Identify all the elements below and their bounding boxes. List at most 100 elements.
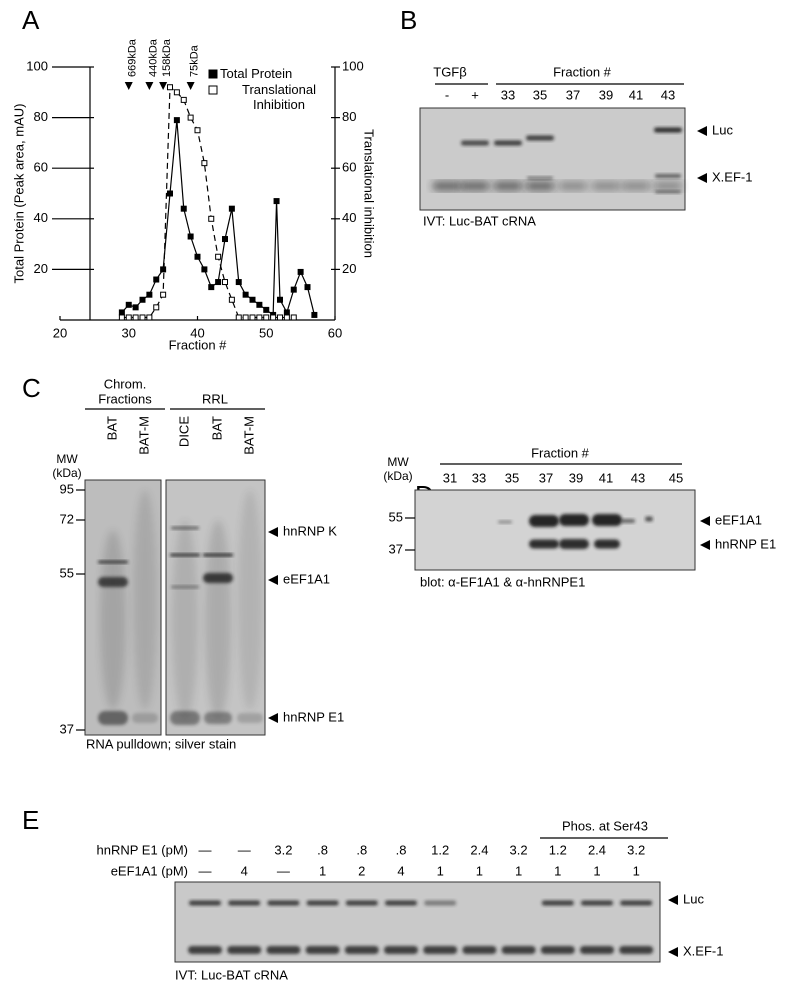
data-point xyxy=(153,304,160,311)
data-point xyxy=(242,314,249,321)
lane-label: 41 xyxy=(599,470,613,485)
band xyxy=(621,519,635,523)
cell: 3.2 xyxy=(510,842,528,857)
legend-marker xyxy=(208,69,218,79)
data-point xyxy=(173,89,180,96)
data-point xyxy=(118,314,125,321)
band-label: Luc xyxy=(683,891,704,906)
caption: blot: α-EF1A1 & α-hnRNPE1 xyxy=(420,574,585,589)
data-point xyxy=(277,296,283,303)
data-point xyxy=(215,253,222,260)
panel-label: E xyxy=(22,805,39,835)
y-tick-label: 20 xyxy=(34,261,48,276)
group-label: Fraction # xyxy=(553,64,612,79)
data-point xyxy=(146,314,153,321)
x-tick-label: 20 xyxy=(53,325,67,340)
lane-label: 33 xyxy=(472,470,486,485)
cell: .8 xyxy=(317,842,328,857)
y-tick-label: 80 xyxy=(34,109,48,124)
band-label: hnRNP E1 xyxy=(283,709,344,724)
data-point xyxy=(173,117,180,124)
cell: 1 xyxy=(319,863,326,878)
y-axis-label: Total Protein (Peak area, mAU) xyxy=(11,104,26,284)
band-label: hnRNP E1 xyxy=(715,536,776,551)
band xyxy=(655,174,681,178)
cell: — xyxy=(238,842,251,857)
x-tick-label: 50 xyxy=(259,325,273,340)
cell: 1 xyxy=(476,863,483,878)
band xyxy=(498,520,512,524)
band xyxy=(132,713,158,723)
data-point xyxy=(139,296,146,303)
band-label: Luc xyxy=(712,122,733,137)
data-point xyxy=(167,190,173,197)
data-point xyxy=(160,266,167,273)
size-marker-label: 158kDa xyxy=(161,38,173,77)
group-label: RRL xyxy=(202,391,228,406)
band xyxy=(344,946,379,954)
size-marker xyxy=(145,82,154,90)
band xyxy=(529,539,559,549)
cell: 4 xyxy=(397,863,404,878)
band xyxy=(172,520,198,720)
lane-label: BAT xyxy=(104,416,119,440)
band xyxy=(541,900,574,906)
band xyxy=(645,516,653,522)
band xyxy=(494,140,522,146)
lane-label: 45 xyxy=(669,470,683,485)
band xyxy=(238,490,262,710)
panel-label: A xyxy=(22,5,40,35)
data-point xyxy=(242,291,249,298)
band xyxy=(189,900,221,906)
size-marker-label: 75kDa xyxy=(189,44,201,77)
data-point xyxy=(290,286,297,293)
band xyxy=(559,539,589,549)
cell: 3.2 xyxy=(274,842,292,857)
mw-label: MW xyxy=(56,452,78,466)
band xyxy=(133,490,157,710)
group-label: Chrom. xyxy=(104,376,147,391)
data-point xyxy=(235,314,242,321)
size-marker xyxy=(159,82,168,90)
lane-label: 35 xyxy=(533,87,547,102)
cell: 1 xyxy=(515,863,522,878)
band xyxy=(266,946,301,954)
arrowhead xyxy=(697,173,707,183)
band xyxy=(100,530,126,710)
data-point xyxy=(235,279,242,286)
band xyxy=(424,900,457,906)
band xyxy=(558,181,588,191)
x-tick-label: 60 xyxy=(328,325,342,340)
data-point xyxy=(194,127,201,134)
band xyxy=(306,900,339,906)
data-point xyxy=(228,205,235,212)
data-point xyxy=(187,114,194,121)
arrowhead xyxy=(268,527,278,537)
cell: — xyxy=(277,863,290,878)
series-line xyxy=(121,86,294,319)
band xyxy=(432,181,462,191)
data-point xyxy=(153,276,160,283)
band xyxy=(188,946,222,954)
data-point xyxy=(215,279,222,286)
data-point xyxy=(263,306,270,313)
mw-tick-label: 37 xyxy=(389,541,403,556)
data-point xyxy=(208,215,215,222)
data-point xyxy=(277,314,283,321)
lane-label: - xyxy=(445,87,449,102)
series-line xyxy=(121,120,315,317)
data-point xyxy=(125,301,132,308)
row-label: eEF1A1 (pM) xyxy=(111,863,188,878)
band xyxy=(581,900,613,906)
legend-entry: Translational Inhibition xyxy=(242,82,316,112)
legend-label: Total Protein xyxy=(220,66,293,81)
band-label: eEF1A1 xyxy=(715,512,762,527)
data-point xyxy=(180,96,187,103)
arrowhead xyxy=(700,516,710,526)
band-label: eEF1A1 xyxy=(283,571,330,586)
mw-label: (kDa) xyxy=(383,469,412,483)
lane-label: DICE xyxy=(176,416,191,447)
cell: 2.4 xyxy=(470,842,488,857)
band xyxy=(267,900,300,906)
band xyxy=(305,946,340,954)
